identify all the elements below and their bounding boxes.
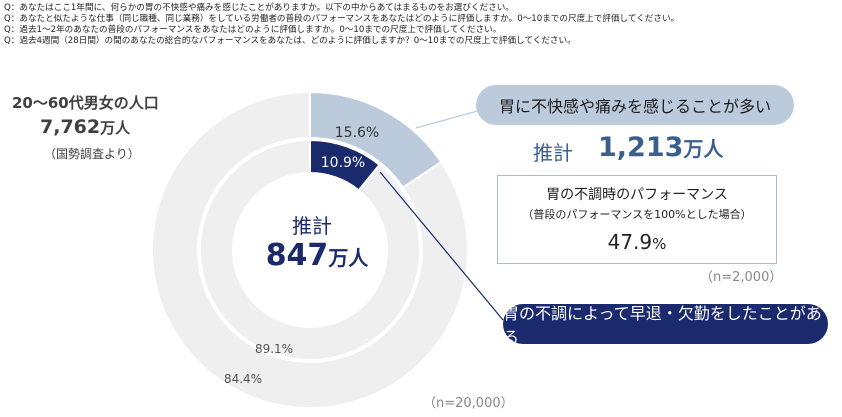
population-value: 7,762万人 (40, 116, 130, 138)
outer-ring-slice-1 (151, 90, 469, 409)
inner-ring-label-1: 89.1% (255, 342, 293, 356)
performance-unit: % (652, 235, 667, 253)
inner-ring (199, 138, 421, 361)
donut-hole (233, 173, 387, 327)
callout-absence: 胃の不調によって早退・欠勤をしたことがある (503, 304, 828, 347)
question-3: Q：過去1～2年のあなたの普段のパフォーマンスをあなたはどのように評価しますか。… (4, 25, 502, 35)
callout-discomfort-label: 胃に不快感や痛みを感じることが多い (498, 97, 771, 116)
performance-note: （普段のパフォーマンスを100%とした場合） (522, 208, 752, 221)
sample-size-large: （n=20,000） (423, 396, 514, 411)
question-4: Q：過去4週間（28日間）の間のあなたの総合的なパフォーマンスをあなたは、どのよ… (4, 36, 576, 46)
performance-value: 47.9% (498, 230, 776, 254)
population-title: 20～60代男女の人口 (12, 94, 159, 112)
center-label: 推計 (292, 214, 332, 238)
callout-discomfort: 胃に不快感や痛みを感じることが多い (476, 85, 794, 125)
callout-absence-label: 胃の不調によって早退・欠勤をしたことがある (503, 304, 822, 347)
estimate-label: 推計 (533, 141, 573, 165)
population-source: （国勢調査より） (44, 147, 140, 161)
estimate-unit: 万人 (683, 137, 724, 161)
question-1: Q：あなたはここ1年間に、何らかの胃の不快感や痛みを感じたことがありますか。以下… (4, 3, 514, 13)
slice-labels: 15.6% 84.4% 10.9% 89.1% (224, 125, 379, 386)
outer-ring-label-1: 84.4% (224, 372, 262, 386)
outer-ring (151, 90, 469, 409)
inner-ring-label-0: 10.9% (321, 155, 365, 171)
estimate-number: 1,213 (598, 132, 684, 163)
estimate-value: 1,213万人 (598, 132, 723, 163)
question-2: Q：あなたと似たような仕事（同じ職種、同じ業務）をしている労働者の普段のパフォー… (4, 14, 680, 24)
performance-box: 胃の不調時のパフォーマンス （普段のパフォーマンスを100%とした場合） 47.… (497, 175, 777, 264)
performance-title: 胃の不調時のパフォーマンス (546, 187, 728, 203)
center-unit: 万人 (328, 246, 369, 270)
sample-size-small: （n=2,000） (700, 270, 783, 285)
leader-line-absence (379, 171, 504, 321)
population-unit: 万人 (100, 119, 131, 137)
performance-number: 47.9 (607, 230, 653, 254)
center-number: 847 (265, 238, 329, 273)
population-number: 7,762 (40, 116, 101, 138)
outer-ring-label-0: 15.6% (335, 125, 379, 141)
center-value: 847万人 (247, 238, 387, 273)
